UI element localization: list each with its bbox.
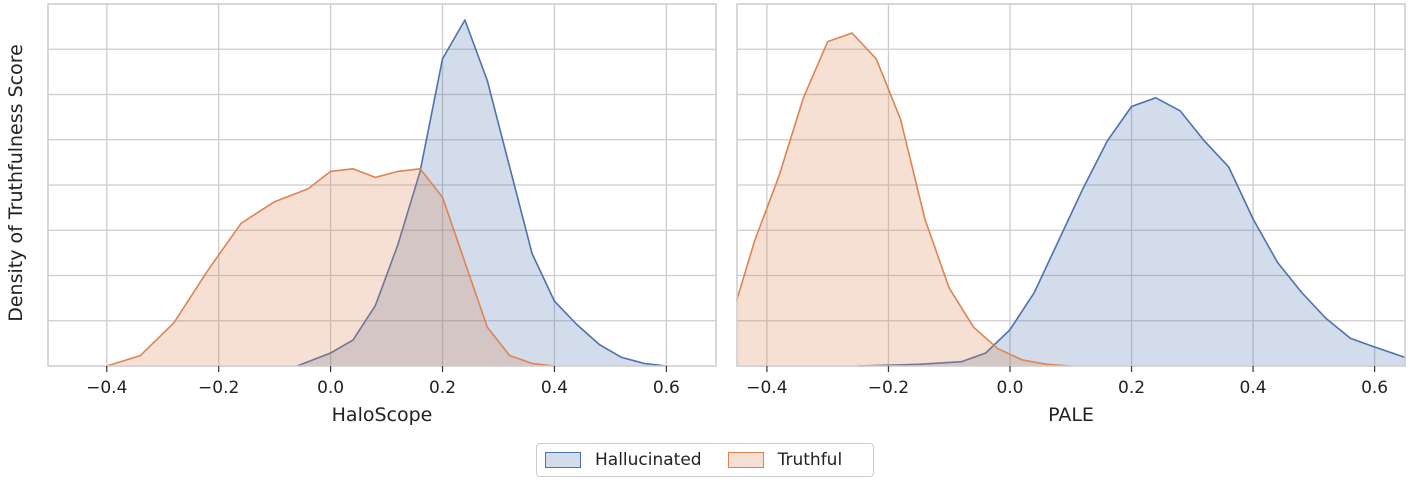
line-truthful — [735, 32, 1071, 367]
plot-frame — [736, 3, 1406, 367]
legend-label-truthful: Truthful — [777, 450, 843, 470]
area-hallucinated — [858, 97, 1405, 367]
line-hallucinated — [296, 19, 667, 367]
line-truthful — [106, 168, 555, 367]
legend-item-truthful: Truthful — [727, 450, 843, 470]
plot-frame — [47, 3, 717, 367]
legend-swatch-hallucinated — [545, 452, 581, 468]
x-tick-label: 0.2 — [429, 378, 456, 398]
x-tick-label: 0.2 — [1118, 378, 1145, 398]
x-tick-label: −0.2 — [868, 378, 909, 398]
x-tick-label: 0.0 — [996, 378, 1023, 398]
legend-item-hallucinated: Hallucinated — [545, 450, 702, 470]
panel-haloscope: −0.4 −0.2 0.0 0.2 0.4 0.6 HaloScope — [47, 3, 717, 426]
x-axis-label: PALE — [1048, 404, 1094, 426]
x-tick-label: 0.4 — [541, 378, 568, 398]
x-tick-label: 0.6 — [1361, 378, 1388, 398]
x-tick-label: 0.0 — [317, 378, 344, 398]
x-tick-label: 0.6 — [653, 378, 680, 398]
x-tick-label: −0.4 — [86, 378, 127, 398]
x-tick-label: −0.2 — [198, 378, 239, 398]
x-tick-label: −0.4 — [746, 378, 787, 398]
area-truthful — [106, 168, 555, 366]
legend-label-hallucinated: Hallucinated — [595, 450, 702, 470]
legend-swatch-truthful — [727, 452, 764, 468]
y-axis-label: Density of Truthfulness Score — [5, 44, 27, 322]
x-axis-label: HaloScope — [332, 404, 433, 426]
legend: Hallucinated Truthful — [536, 443, 874, 477]
panel-pale: −0.4 −0.2 0.0 0.2 0.4 0.6 PALE — [735, 3, 1406, 426]
x-tick-label: 0.4 — [1240, 378, 1267, 398]
area-truthful — [736, 33, 1071, 366]
area-hallucinated — [297, 20, 667, 366]
